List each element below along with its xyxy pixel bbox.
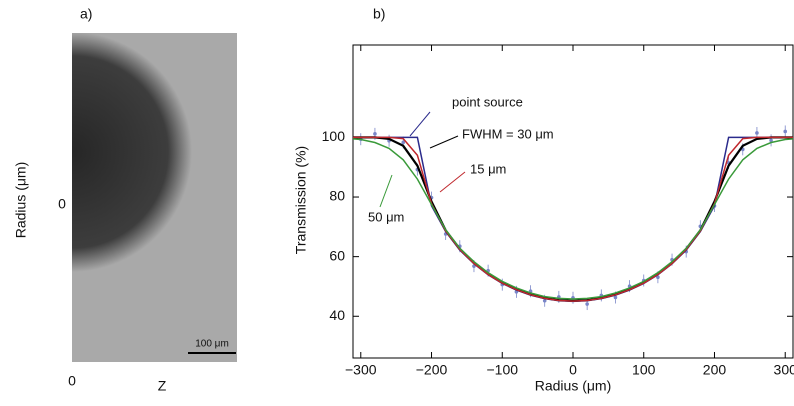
y-zero: 0 [58, 196, 66, 212]
data-point [345, 127, 349, 131]
radiograph-shadow [72, 33, 237, 362]
plot-frame [352, 44, 794, 359]
data-point [656, 275, 660, 280]
leader-line [409, 111, 431, 137]
series-label: 50 μm [368, 209, 404, 224]
data-point [613, 295, 618, 300]
x-tick-label: 100 [632, 362, 656, 378]
y-tick-label: 40 [329, 307, 345, 323]
data-point [373, 132, 377, 136]
leader-line [379, 174, 393, 208]
y-axis-label: Radius (μm) [13, 162, 29, 239]
series-label: 15 μm [470, 161, 506, 176]
x-tick-label: −100 [486, 362, 518, 378]
data-point [585, 302, 589, 306]
curve [353, 136, 793, 302]
leader-line [429, 135, 459, 149]
x-tick-label: 0 [569, 362, 577, 378]
x-zero: 0 [68, 373, 76, 389]
y-tick-label: 60 [329, 247, 345, 263]
data-point [755, 131, 759, 135]
x-tick-label: −200 [416, 362, 448, 378]
data-point [769, 138, 773, 143]
series-label: FWHM = 30 μm [462, 126, 554, 141]
scale-bar-label: 100 μm [195, 339, 229, 350]
panel-label: a) [80, 6, 92, 22]
x-tick-label: −300 [345, 362, 377, 378]
plot-area [345, 125, 793, 311]
data-point [783, 129, 788, 134]
panel-a: a) Radius (μm) 0 0 Z 100 μm [13, 6, 237, 394]
panel-label: b) [373, 6, 385, 22]
x-tick-label: 300 [774, 362, 794, 378]
data-point [401, 140, 406, 145]
x-axis-label: Z [158, 378, 167, 394]
y-tick-label: 80 [329, 188, 345, 204]
curve [353, 138, 793, 300]
data-point [542, 298, 547, 303]
x-axis-label: Radius (μm) [535, 378, 612, 394]
y-tick-label: 100 [322, 128, 346, 144]
y-axis-label: Transmission (%) [293, 146, 309, 254]
series-label: point source [452, 94, 523, 109]
x-tick-label: 200 [703, 362, 727, 378]
leader-line [439, 171, 466, 193]
